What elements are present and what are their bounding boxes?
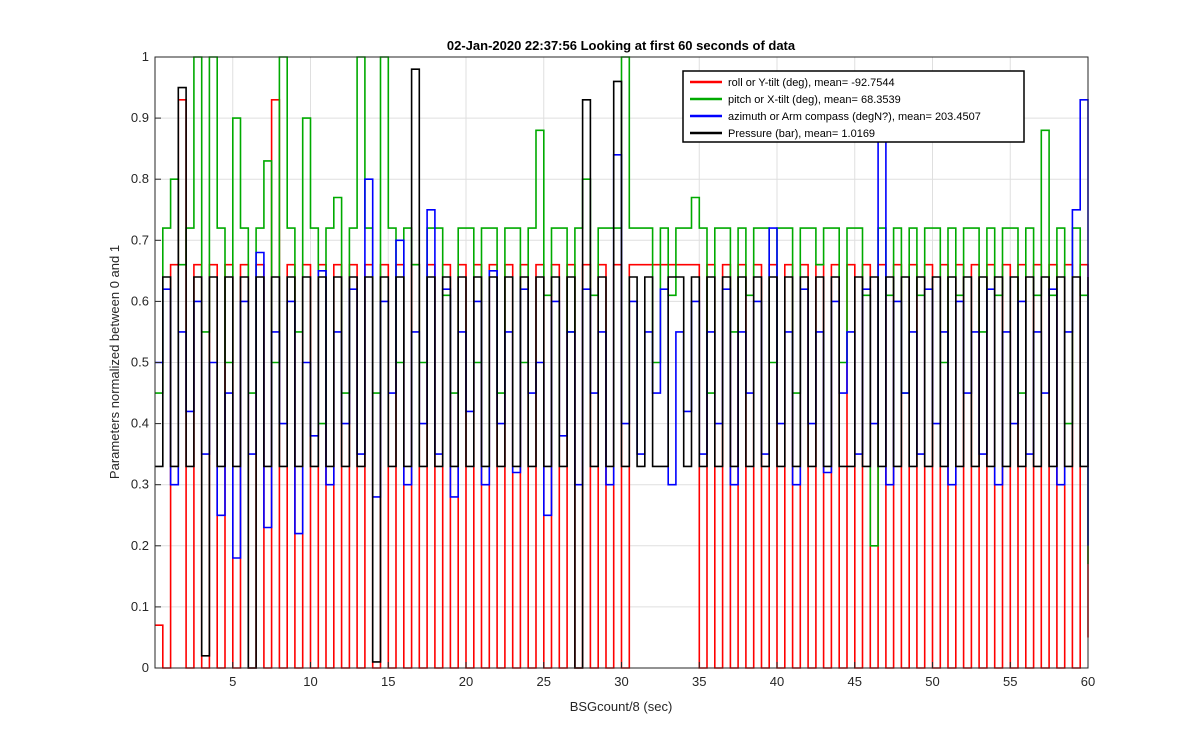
- y-tick-label: 0.2: [131, 538, 149, 553]
- x-tick-label: 15: [381, 674, 395, 689]
- y-tick-label: 0.6: [131, 293, 149, 308]
- y-tick-label: 0.4: [131, 416, 149, 431]
- x-tick-label: 20: [459, 674, 473, 689]
- y-tick-label: 0.9: [131, 110, 149, 125]
- x-tick-label: 10: [303, 674, 317, 689]
- x-tick-label: 30: [614, 674, 628, 689]
- x-tick-label: 25: [537, 674, 551, 689]
- x-tick-label: 60: [1081, 674, 1095, 689]
- legend: roll or Y-tilt (deg), mean= -92.7544 pitc…: [682, 70, 1025, 143]
- x-axis-label: BSGcount/8 (sec): [570, 699, 673, 714]
- x-tick-label: 50: [925, 674, 939, 689]
- series-line-1: [155, 56, 1089, 565]
- y-tick-label: 0.5: [131, 355, 149, 370]
- y-tick-label: 0.7: [131, 232, 149, 247]
- x-tick-label: 45: [848, 674, 862, 689]
- y-tick-label: 0: [142, 660, 149, 675]
- x-tick-label: 40: [770, 674, 784, 689]
- legend-label: azimuth or Arm compass (degN?), mean= 20…: [728, 111, 981, 123]
- x-tick-label: 55: [1003, 674, 1017, 689]
- legend-label: pitch or X-tilt (deg), mean= 68.3539: [728, 94, 901, 106]
- y-tick-label: 0.1: [131, 599, 149, 614]
- y-tick-label: 0.3: [131, 477, 149, 492]
- axis-ticks: 5 10 15 20 25 30 35 40 45 50 55 60 0 0.1 0.2 0.3 0.4 0.5 0…: [131, 49, 1095, 689]
- y-tick-label: 1: [142, 49, 149, 64]
- chart-title: 02-Jan-2020 22:37:56 Looking at first 60…: [447, 38, 796, 53]
- x-tick-label: 35: [692, 674, 706, 689]
- legend-label: roll or Y-tilt (deg), mean= -92.7544: [728, 77, 895, 89]
- legend-label: Pressure (bar), mean= 1.0169: [728, 128, 875, 140]
- x-tick-label: 5: [229, 674, 236, 689]
- legend-box: [682, 70, 1025, 143]
- y-axis-label: Parameters normalized between 0 and 1: [107, 245, 122, 479]
- y-tick-label: 0.8: [131, 171, 149, 186]
- series-line-3: [155, 68, 1089, 669]
